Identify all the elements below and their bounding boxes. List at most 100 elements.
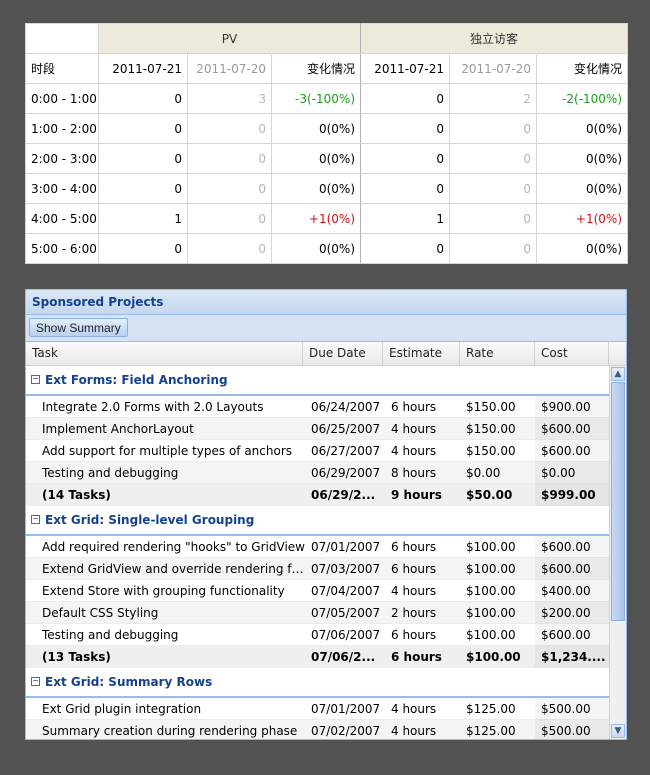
column-header-task[interactable]: Task <box>26 342 303 365</box>
group-header[interactable]: − Ext Forms: Field Anchoring <box>26 366 609 396</box>
summary-estimate-cell: 6 hours <box>391 650 442 664</box>
task-cell: Summary creation during rendering phase <box>42 724 298 738</box>
uv-previous-cell: 2 <box>449 83 538 114</box>
panel-title: Sponsored Projects <box>26 290 626 315</box>
uv-current-cell: 0 <box>360 143 451 174</box>
table-row[interactable]: Extend Store with grouping functionality… <box>26 580 609 602</box>
pv-previous-cell: 0 <box>187 203 272 234</box>
table-row[interactable]: Summary creation during rendering phase 0… <box>26 720 609 739</box>
pv-change-cell: -3(-100%) <box>270 83 362 114</box>
task-cell: Extend Store with grouping functionality <box>42 584 285 598</box>
due-date-cell: 06/29/2007 <box>311 466 381 480</box>
task-cell: Ext Grid plugin integration <box>42 702 202 716</box>
cost-cell: $900.00 <box>535 396 609 418</box>
uv-current-cell: 1 <box>360 203 451 234</box>
stats-row: 1:00 - 2:00 0 0 0(0%) 0 0 0(0%) <box>25 113 629 144</box>
group-header[interactable]: − Ext Grid: Single-level Grouping <box>26 506 609 536</box>
group-title: Ext Forms: Field Anchoring <box>45 373 228 387</box>
column-header-estimate[interactable]: Estimate <box>383 342 460 365</box>
table-row[interactable]: Add required rendering "hooks" to GridVi… <box>26 536 609 558</box>
estimate-cell: 8 hours <box>391 466 437 480</box>
collapse-icon[interactable]: − <box>31 374 40 384</box>
table-row[interactable]: Ext Grid plugin integration 07/01/2007 4 h… <box>26 698 609 720</box>
table-row[interactable]: Implement AnchorLayout 06/25/2007 4 hours $… <box>26 418 609 440</box>
rate-cell: $125.00 <box>466 724 516 738</box>
collapse-icon[interactable]: − <box>31 676 40 686</box>
time-period-header: 时段 <box>25 53 99 84</box>
rate-cell: $100.00 <box>466 628 516 642</box>
cost-cell: $400.00 <box>535 580 609 602</box>
collapse-icon[interactable]: − <box>31 514 40 524</box>
column-header-cost[interactable]: Cost <box>535 342 609 365</box>
cost-cell: $600.00 <box>535 536 609 558</box>
pv-change-cell: 0(0%) <box>270 143 362 174</box>
table-row[interactable]: Extend GridView and override rendering f… <box>26 558 609 580</box>
table-row[interactable]: Add support for multiple types of anchor… <box>26 440 609 462</box>
summary-estimate-cell: 9 hours <box>391 488 442 502</box>
uv-change-cell: 0(0%) <box>536 113 629 144</box>
stats-row: 5:00 - 6:00 0 0 0(0%) 0 0 0(0%) <box>25 233 629 264</box>
scroll-down-arrow-icon[interactable]: ▼ <box>611 724 625 738</box>
scrollbar-thumb[interactable] <box>611 382 625 621</box>
due-date-cell: 06/25/2007 <box>311 422 381 436</box>
table-row[interactable]: Default CSS Styling 07/05/2007 2 hours $100… <box>26 602 609 624</box>
task-cell: Default CSS Styling <box>42 606 159 620</box>
task-cell: Integrate 2.0 Forms with 2.0 Layouts <box>42 400 264 414</box>
rate-cell: $100.00 <box>466 584 516 598</box>
uv-change-cell: 0(0%) <box>536 143 629 174</box>
estimate-cell: 4 hours <box>391 724 437 738</box>
uv-change-cell: -2(-100%) <box>536 83 629 114</box>
cost-cell: $500.00 <box>535 720 609 739</box>
header-corner <box>25 23 99 54</box>
due-date-cell: 07/06/2007 <box>311 628 381 642</box>
uv-current-cell: 0 <box>360 83 451 114</box>
uv-change-cell: +1(0%) <box>536 203 629 234</box>
pv-current-cell: 1 <box>98 203 188 234</box>
summary-rate-cell: $50.00 <box>466 488 513 502</box>
pv-previous-cell: 0 <box>187 233 272 264</box>
pv-group-header: PV <box>97 23 362 54</box>
pv-previous-cell: 0 <box>187 113 272 144</box>
rate-cell: $150.00 <box>466 400 516 414</box>
table-row[interactable]: Testing and debugging 06/29/2007 8 hours $0… <box>26 462 609 484</box>
time-period-cell: 1:00 - 2:00 <box>25 113 99 144</box>
uv-current-cell: 0 <box>360 173 451 204</box>
due-date-cell: 06/24/2007 <box>311 400 381 414</box>
uv-current-date-header: 2011-07-21 <box>360 53 451 84</box>
column-header-due-date[interactable]: Due Date <box>303 342 383 365</box>
table-row[interactable]: Integrate 2.0 Forms with 2.0 Layouts 06/2… <box>26 396 609 418</box>
show-summary-button[interactable]: Show Summary <box>29 318 128 337</box>
estimate-cell: 4 hours <box>391 444 437 458</box>
table-row[interactable]: Testing and debugging 07/06/2007 6 hours $1… <box>26 624 609 646</box>
rate-cell: $0.00 <box>466 466 501 480</box>
summary-task-cell: (14 Tasks) <box>42 488 111 502</box>
time-period-cell: 4:00 - 5:00 <box>25 203 99 234</box>
summary-cost-cell: $999.00 <box>535 484 609 506</box>
due-date-cell: 07/02/2007 <box>311 724 381 738</box>
time-period-cell: 2:00 - 3:00 <box>25 143 99 174</box>
group-header[interactable]: − Ext Grid: Summary Rows <box>26 668 609 698</box>
task-cell: Extend GridView and override rendering f… <box>42 562 306 576</box>
vertical-scrollbar[interactable]: ▲ ▼ <box>609 366 626 739</box>
task-cell: Add required rendering "hooks" to GridVi… <box>42 540 305 554</box>
pv-change-cell: 0(0%) <box>270 173 362 204</box>
rate-cell: $100.00 <box>466 606 516 620</box>
cost-cell: $0.00 <box>535 462 609 484</box>
due-date-cell: 06/27/2007 <box>311 444 381 458</box>
time-period-cell: 3:00 - 4:00 <box>25 173 99 204</box>
due-date-cell: 07/05/2007 <box>311 606 381 620</box>
column-headers: Task Due Date Estimate Rate Cost <box>26 342 626 366</box>
cost-cell: $600.00 <box>535 624 609 646</box>
uv-change-header: 变化情况 <box>536 53 629 84</box>
summary-row: (14 Tasks) 06/29/2... 9 hours $50.00 $999.00 <box>26 484 609 506</box>
scroll-up-arrow-icon[interactable]: ▲ <box>611 367 625 381</box>
cost-cell: $200.00 <box>535 602 609 624</box>
due-date-cell: 07/01/2007 <box>311 702 381 716</box>
sponsored-projects-panel: Sponsored Projects Show Summary Task Due… <box>25 289 627 740</box>
due-date-cell: 07/03/2007 <box>311 562 381 576</box>
rate-cell: $150.00 <box>466 422 516 436</box>
column-header-rate[interactable]: Rate <box>460 342 535 365</box>
uv-group-header: 独立访客 <box>360 23 629 54</box>
cost-cell: $600.00 <box>535 418 609 440</box>
uv-change-cell: 0(0%) <box>536 173 629 204</box>
